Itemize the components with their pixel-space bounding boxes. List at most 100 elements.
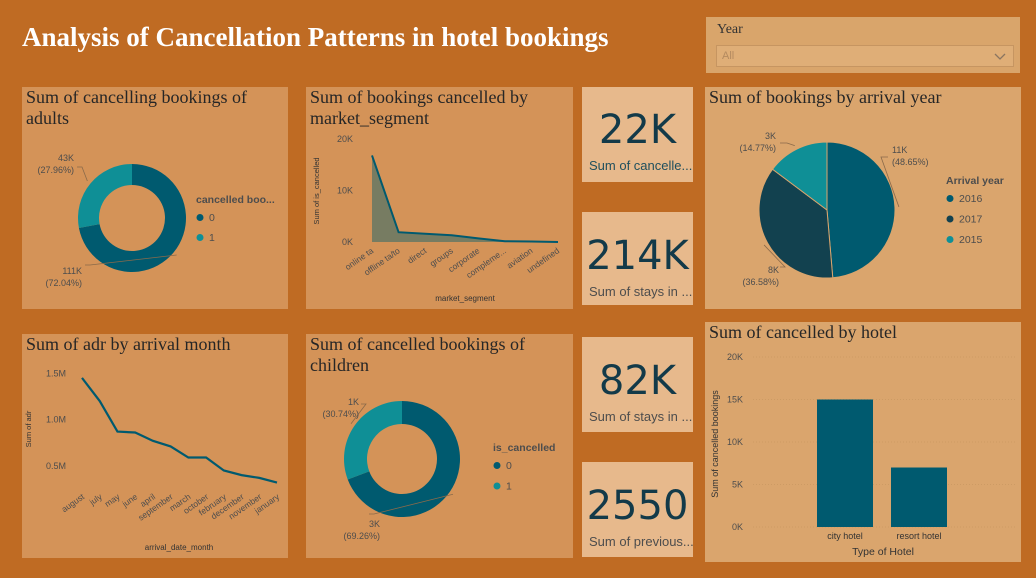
kpi-value: 82K xyxy=(598,358,677,404)
legend-marker xyxy=(946,236,954,243)
pie-slice-2017 xyxy=(758,168,834,279)
year-slicer: Year All xyxy=(706,17,1020,73)
leader-line xyxy=(880,156,900,208)
arrival-year-panel: Sum of bookings by arrival year 11K (48.6… xyxy=(705,87,1021,309)
year-slicer-label: Year xyxy=(717,22,743,37)
legend-marker xyxy=(196,214,204,221)
x-tick-label: august xyxy=(59,491,86,514)
kpi-value: 214K xyxy=(586,233,689,279)
data-label-value: 1K xyxy=(348,397,359,407)
legend-title: Arrival year xyxy=(946,175,1004,187)
y-tick-label: 20K xyxy=(727,352,743,362)
chart-title: Sum of cancelled by hotel xyxy=(709,322,897,342)
adr-line xyxy=(81,377,278,484)
x-tick-label: city hotel xyxy=(827,531,863,541)
chart-title: Sum of cancelled bookings of children xyxy=(310,334,525,375)
data-label-pct: (69.26%) xyxy=(343,531,380,541)
kpi-value: 2550 xyxy=(586,483,689,529)
chart-title: Sum of bookings by arrival year xyxy=(709,87,942,107)
bar-resort-hotel xyxy=(891,467,947,527)
adults-donut-chart: 111K (72.04%) 43K (27.96%) cancelled boo... 0… xyxy=(37,153,275,288)
legend-marker xyxy=(946,195,954,202)
leader-line xyxy=(77,166,88,182)
y-tick-label: 0K xyxy=(342,237,353,247)
chevron-down-icon[interactable] xyxy=(993,49,1007,63)
y-axis-title: Sum of adr xyxy=(24,410,33,447)
legend-item-0: 0 xyxy=(209,212,215,224)
adr-month-panel: Sum of adr by arrival month 0.5M 1.0M 1.5M… xyxy=(22,334,288,558)
chart-title: Sum of adr by arrival month xyxy=(26,334,231,354)
kpi-label: Sum of stays in ... xyxy=(589,409,693,424)
kpi-label: Sum of stays in ... xyxy=(589,284,693,299)
data-label-value: 111K xyxy=(62,266,82,276)
children-donut-chart: 3K (69.26%) 1K (30.74%) is_cancelled 0 1 xyxy=(322,397,555,541)
y-tick-label: 10K xyxy=(727,437,743,447)
legend-marker xyxy=(946,215,954,223)
legend-item-0: 0 xyxy=(506,460,512,472)
bar-city-hotel xyxy=(817,399,873,527)
legend-item-2015: 2015 xyxy=(959,234,983,246)
legend-marker xyxy=(196,234,204,241)
kpi-card-stays-weekend: 82K Sum of stays in ... xyxy=(582,337,693,432)
kpi-label: Sum of cancelle... xyxy=(589,158,693,173)
children-cancel-donut-panel: Sum of cancelled bookings of children 3K… xyxy=(306,334,573,558)
pie-slice-1 xyxy=(78,164,132,228)
data-label-pct: (27.96%) xyxy=(37,165,74,175)
kpi-label: Sum of previous... xyxy=(589,534,694,549)
legend-item-1: 1 xyxy=(506,481,512,493)
year-dropdown[interactable]: All xyxy=(716,45,1014,67)
legend-item-2017: 2017 xyxy=(959,214,983,226)
leader-line xyxy=(369,493,454,515)
chart-title: Sum of cancelling bookings of adults xyxy=(26,87,247,128)
legend-marker xyxy=(493,462,501,469)
data-label-value: 3K xyxy=(369,519,380,529)
dashboard-title: Analysis of Cancellation Patterns in hot… xyxy=(22,22,609,52)
y-tick-label: 10K xyxy=(337,186,353,196)
x-tick-label: june xyxy=(120,491,140,509)
y-tick-label: 1.5M xyxy=(46,368,66,378)
x-tick-label: direct xyxy=(406,245,429,265)
leader-line xyxy=(763,244,786,268)
kpi-card-stays-week: 214K Sum of stays in ... xyxy=(582,212,693,305)
year-dropdown-value: All xyxy=(722,50,735,62)
y-tick-label: 15K xyxy=(727,395,743,405)
data-label-value: 11K xyxy=(892,145,907,155)
x-axis-title: arrival_date_month xyxy=(145,543,213,552)
data-label-pct: (30.74%) xyxy=(322,409,359,419)
x-axis-title: market_segment xyxy=(435,294,495,303)
leader-line xyxy=(780,142,795,146)
y-tick-label: 1.0M xyxy=(46,415,66,425)
area-line xyxy=(371,155,559,243)
x-axis-title: Type of Hotel xyxy=(852,546,914,558)
data-label-pct: (14.77%) xyxy=(739,143,776,153)
arrival-year-pie-chart: 11K (48.65%) 8K (36.58%) 3K (14.77%) Arrival y… xyxy=(739,131,1004,287)
x-tick-label: resort hotel xyxy=(896,531,941,541)
x-tick-label: may xyxy=(103,491,123,509)
data-label-value: 8K xyxy=(768,265,779,275)
y-axis-title: Sum of is_cancelled xyxy=(312,157,321,224)
hotel-bar-chart: 0K 5K 10K 15K 20K city hotel resort hotel Type … xyxy=(710,352,1015,558)
data-label-value: 3K xyxy=(765,131,776,141)
market-segment-panel: Sum of bookings cancelled by market_segm… xyxy=(306,87,573,309)
y-axis-title: Sum of cancelled bookings xyxy=(710,390,720,498)
legend-title: is_cancelled xyxy=(493,442,555,454)
leader-line xyxy=(350,403,367,424)
y-tick-label: 20K xyxy=(337,134,353,144)
y-tick-label: 0K xyxy=(732,522,743,532)
legend-marker xyxy=(493,482,501,490)
data-label-value: 43K xyxy=(58,153,74,163)
pie-slice-2016 xyxy=(826,141,896,279)
pie-slice-0 xyxy=(78,164,186,272)
legend-item-2016: 2016 xyxy=(959,193,983,205)
pie-slice-2015 xyxy=(771,141,828,211)
kpi-card-previous: 2550 Sum of previous... xyxy=(582,462,694,557)
adults-cancel-donut-panel: Sum of cancelling bookings of adults 111… xyxy=(22,87,288,309)
area-fill xyxy=(372,155,558,242)
kpi-value: 22K xyxy=(598,107,677,153)
x-tick-label: july xyxy=(87,491,105,508)
pie-slice-1 xyxy=(344,401,402,480)
data-label-pct: (72.04%) xyxy=(45,278,82,288)
legend-title: cancelled boo... xyxy=(196,194,275,206)
